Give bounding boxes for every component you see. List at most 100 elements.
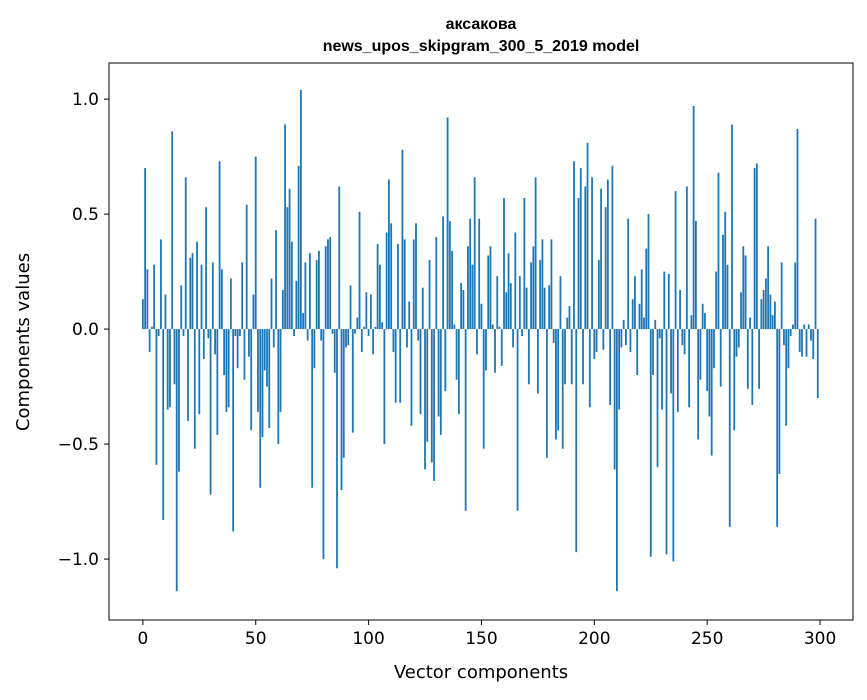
bar (243, 329, 246, 380)
bar (665, 329, 668, 555)
bar (498, 326, 501, 330)
bar (299, 89, 302, 330)
bar (385, 232, 388, 330)
bar (363, 326, 365, 330)
bar (259, 329, 262, 488)
bar (351, 329, 354, 433)
bar (403, 239, 406, 330)
bar (658, 329, 661, 339)
bar (541, 239, 544, 330)
bar (250, 329, 253, 431)
bar (690, 315, 693, 330)
bar (469, 218, 472, 330)
bar (584, 186, 587, 330)
bar (737, 329, 740, 348)
bar (464, 329, 467, 511)
bar (433, 329, 435, 481)
bar (744, 255, 747, 330)
bar (157, 329, 160, 336)
bar (284, 124, 286, 330)
bar (559, 276, 562, 330)
bar (302, 312, 305, 330)
bar (753, 168, 756, 330)
bar (320, 329, 323, 341)
bar (801, 329, 803, 357)
bar (527, 329, 530, 385)
bar (193, 329, 196, 449)
x-axis-label: Vector components (394, 662, 568, 683)
bar (735, 329, 738, 357)
bar (543, 287, 546, 330)
bar (755, 163, 758, 330)
bar (406, 329, 408, 348)
bar (663, 271, 666, 330)
bar (485, 329, 487, 371)
bar (593, 329, 596, 359)
bar (573, 161, 575, 330)
bar (803, 324, 806, 330)
bar (595, 329, 598, 353)
bar (390, 223, 393, 330)
bar (417, 329, 420, 341)
x-tick-label: 200 (578, 629, 610, 649)
bar (478, 218, 481, 330)
bar (166, 329, 169, 410)
bar (487, 255, 490, 330)
bar (144, 168, 147, 330)
bar (719, 329, 722, 387)
bar (245, 204, 248, 330)
bar (500, 329, 503, 366)
bar (568, 306, 571, 330)
bar (751, 329, 754, 405)
bar (275, 230, 277, 330)
bar (473, 177, 476, 330)
bar (281, 289, 284, 330)
x-tick-label: 100 (352, 629, 384, 649)
bar (579, 168, 582, 330)
x-axis: 0 50 100 150 200 250 300 (137, 620, 836, 649)
bar (211, 262, 214, 330)
bar (767, 246, 770, 330)
bar (216, 329, 219, 435)
bar (656, 329, 659, 468)
bar (347, 329, 350, 346)
x-tick-label: 150 (465, 629, 497, 649)
bar (523, 197, 526, 330)
bar (476, 329, 478, 355)
bar (622, 319, 625, 330)
bar (171, 131, 174, 330)
bar (356, 317, 359, 330)
bar (155, 329, 158, 465)
bar (239, 329, 241, 336)
bar (494, 329, 496, 373)
bar (694, 220, 697, 330)
bar (455, 329, 458, 380)
bar (536, 329, 539, 394)
bar (248, 329, 250, 357)
bar (354, 329, 356, 334)
bar (277, 329, 280, 445)
bar (241, 262, 244, 330)
bar (701, 303, 704, 330)
bar (764, 278, 767, 330)
y-tick-label: 0.5 (72, 205, 99, 225)
bar (627, 218, 630, 330)
bar (518, 276, 521, 330)
bar (667, 273, 670, 330)
bar (816, 329, 819, 399)
bar (746, 329, 749, 389)
bar (516, 329, 519, 511)
bar (388, 179, 390, 330)
bar (381, 322, 384, 330)
bar (688, 329, 691, 408)
bar (202, 329, 205, 359)
bar (446, 117, 449, 330)
bar (530, 262, 533, 330)
bar (570, 329, 573, 385)
bar (360, 329, 363, 353)
bar (566, 317, 569, 330)
bar (726, 264, 729, 330)
chart-title-line-1: аксакова (446, 16, 517, 33)
bar (169, 329, 171, 408)
